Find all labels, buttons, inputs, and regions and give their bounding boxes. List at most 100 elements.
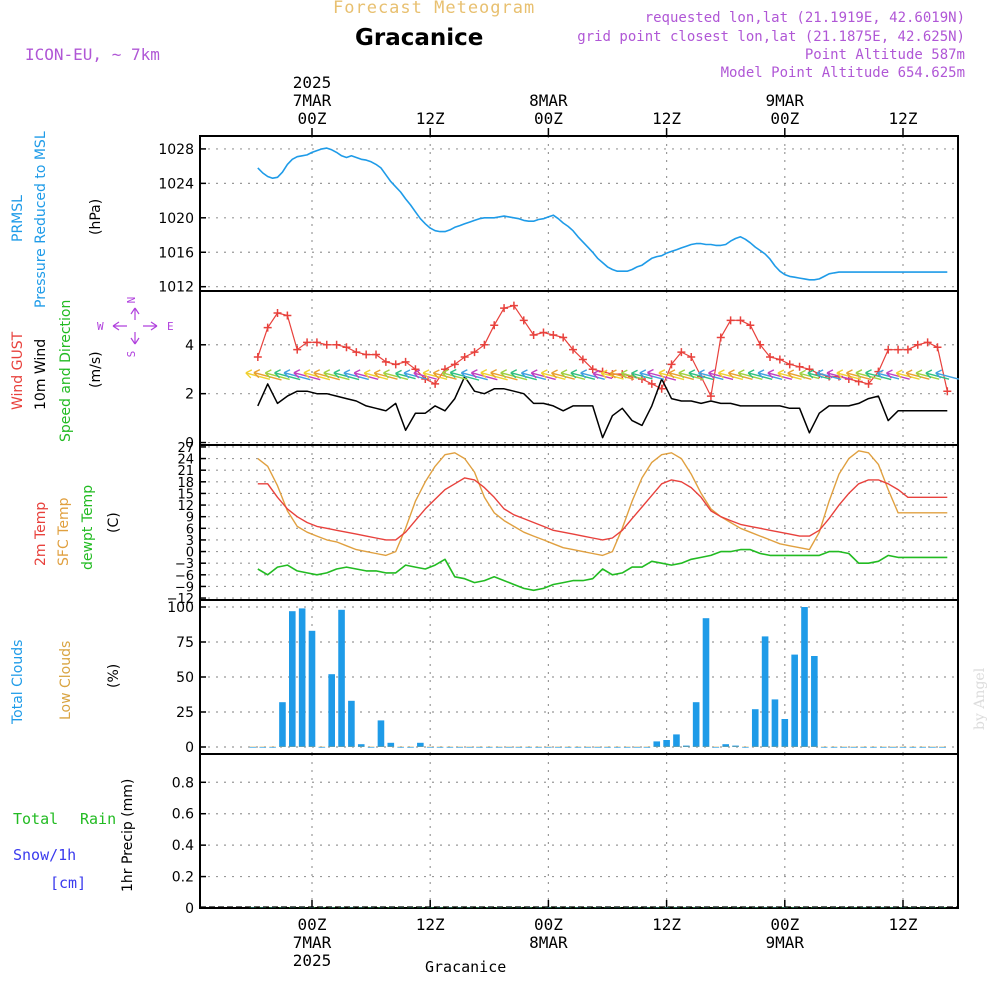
low-cloud-bar — [633, 746, 641, 747]
total-cloud-bar — [633, 747, 641, 748]
snow-bar — [684, 907, 689, 908]
total-cloud-bar — [643, 747, 651, 748]
low-cloud-bar — [742, 746, 749, 747]
total-cloud-bar — [308, 630, 316, 747]
snow-bar — [339, 907, 344, 908]
wind-direction-arrow — [422, 369, 448, 381]
total-cloud-bar — [407, 747, 414, 748]
y-tick-label: 50 — [176, 670, 194, 686]
total-cloud-bar — [574, 747, 582, 748]
total-cloud-bar — [761, 636, 769, 747]
snow-bar — [930, 907, 935, 908]
snow-bar — [310, 907, 314, 908]
total-cloud-bar — [367, 747, 375, 748]
low-cloud-bar — [436, 746, 444, 747]
total-cloud-bar — [840, 747, 848, 748]
low-cloud-bar — [614, 746, 621, 747]
gust-marker — [726, 316, 735, 325]
low-cloud-bar — [446, 746, 454, 747]
total-cloud-bar — [663, 740, 670, 747]
gust-marker — [322, 340, 331, 349]
total-cloud-bar — [614, 747, 621, 748]
wind-direction-arrow — [253, 368, 282, 381]
snow-bar — [615, 907, 620, 908]
snow-bar — [487, 907, 492, 908]
x-tick-label-top: 12Z — [416, 109, 445, 128]
y-tick-label: 27 — [177, 441, 194, 456]
snow-bar — [920, 907, 925, 908]
low-cloud-bar — [673, 746, 680, 747]
snow-bar — [388, 907, 393, 908]
low-cloud-bar — [486, 746, 493, 747]
low-cloud-bar — [407, 746, 414, 747]
wind-direction-arrow — [570, 369, 596, 381]
x-tick-label-bottom: 12Z — [416, 915, 445, 934]
gust-marker — [490, 321, 499, 330]
low-cloud-bar — [811, 746, 818, 747]
low-cloud-bar — [476, 746, 483, 747]
y-tick-label: 3 — [186, 534, 194, 549]
snow-bar — [467, 907, 472, 908]
total-cloud-bar — [505, 747, 513, 748]
snow-bar — [723, 907, 728, 908]
snow-bar — [438, 907, 443, 908]
low-cloud-bar — [259, 746, 267, 747]
low-cloud-bar — [604, 746, 611, 747]
wind-direction-arrow — [787, 369, 812, 380]
snow-bar — [901, 907, 905, 908]
gust-marker — [312, 338, 321, 347]
wind-direction-arrow — [403, 369, 428, 380]
snow-bar — [713, 907, 718, 908]
wind-direction-arrow — [363, 369, 389, 380]
gust-marker — [273, 309, 282, 317]
panel-frame — [199, 444, 959, 601]
snow-bar — [300, 907, 305, 908]
low-cloud-bar — [623, 746, 631, 747]
low-cloud-bar — [781, 746, 789, 747]
gust-marker — [716, 333, 725, 342]
low-cloud-bar — [289, 746, 296, 747]
gust-marker — [401, 357, 410, 366]
low-cloud-bar — [791, 746, 798, 747]
total-cloud-bar — [673, 734, 680, 747]
total-cloud-bar — [417, 742, 424, 747]
snow-bar — [536, 907, 541, 908]
gust-marker — [706, 392, 715, 401]
snow-bar — [654, 907, 659, 908]
compass-rose — [112, 307, 158, 345]
gust-marker — [529, 331, 538, 339]
y-tick-label: 0.8 — [172, 775, 194, 791]
gust-marker — [667, 360, 676, 369]
total-cloud-bar — [584, 747, 592, 748]
low-cloud-bar — [939, 746, 946, 747]
snow-bar — [329, 907, 334, 908]
wind-direction-arrow — [876, 369, 900, 380]
low-cloud-bar — [751, 746, 759, 747]
total-cloud-bar — [702, 618, 710, 747]
wind-direction-arrow — [580, 369, 605, 381]
y-tick-label: 0.2 — [172, 870, 194, 886]
snow-bar — [408, 907, 413, 908]
gust-marker — [431, 379, 440, 388]
x-tick-label-top: 8MAR — [529, 91, 568, 110]
y-tick-label: 24 — [177, 453, 194, 468]
total-cloud-bar — [535, 747, 542, 748]
y-tick-label: 0 — [186, 546, 194, 561]
low-cloud-bar — [417, 746, 424, 747]
wind-direction-arrow — [895, 369, 920, 380]
wind-direction-arrow — [413, 369, 437, 380]
wind-direction-arrow — [343, 369, 369, 381]
wind-direction-arrow — [915, 369, 940, 380]
low-cloud-bar — [732, 746, 739, 747]
total-cloud-bar — [742, 747, 749, 748]
total-cloud-bar — [594, 747, 601, 748]
low-cloud-bar — [870, 746, 877, 747]
total-cloud-bar — [289, 611, 296, 747]
snow-bar — [280, 907, 285, 908]
x-tick-label-bottom: 00Z — [298, 915, 327, 934]
low-cloud-bar — [692, 746, 700, 747]
snow-bar — [369, 907, 374, 908]
total-cloud-bar — [919, 747, 926, 748]
gust-marker — [647, 379, 656, 388]
y-tick-label: 2 — [185, 387, 194, 403]
